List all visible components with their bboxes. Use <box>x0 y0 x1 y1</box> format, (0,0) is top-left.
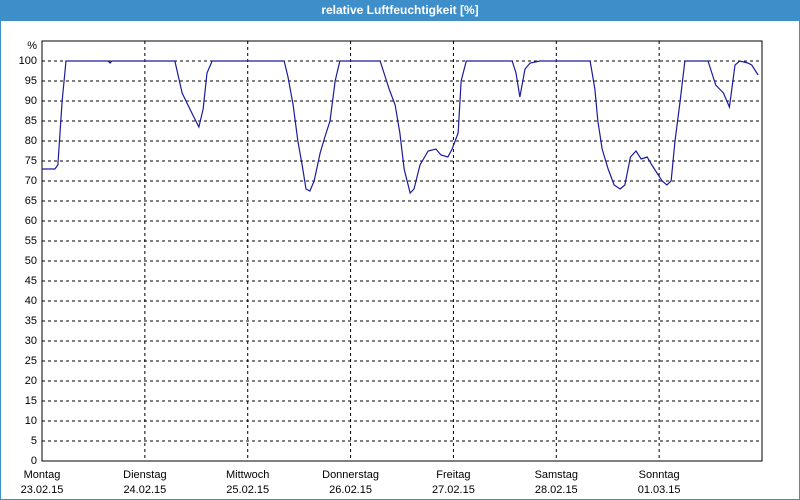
x-tick-label: Donnerstag <box>322 469 379 481</box>
y-tick-label: 70 <box>25 175 37 187</box>
y-tick-label: 75 <box>25 155 37 167</box>
x-tick-date: 26.02.15 <box>329 484 372 496</box>
y-tick-label: 15 <box>25 395 37 407</box>
y-tick-label: 0 <box>31 455 37 467</box>
data-line <box>42 60 759 195</box>
x-tick-label: Samstag <box>535 469 578 481</box>
y-unit: % <box>27 40 37 52</box>
x-tick-label: Freitag <box>436 469 470 481</box>
y-tick-label: 25 <box>25 355 37 367</box>
y-tick-label: 5 <box>31 435 37 447</box>
y-tick-label: 30 <box>25 335 37 347</box>
chart-title: relative Luftfeuchtigkeit [%] <box>321 3 478 17</box>
y-tick-label: 45 <box>25 275 37 287</box>
x-tick-date: 01.03.15 <box>638 484 681 496</box>
y-tick-label: 60 <box>25 215 37 227</box>
y-tick-label: 55 <box>25 235 37 247</box>
x-tick-date: 23.02.15 <box>21 484 64 496</box>
y-tick-label: 10 <box>25 415 37 427</box>
y-tick-label: 50 <box>25 255 37 267</box>
x-tick-date: 27.02.15 <box>432 484 475 496</box>
x-tick-date: 24.02.15 <box>123 484 166 496</box>
x-tick-label: Dienstag <box>123 469 166 481</box>
title-bar <box>0 0 800 21</box>
y-tick-label: 80 <box>25 135 37 147</box>
x-tick-date: 25.02.15 <box>226 484 269 496</box>
y-tick-label: 95 <box>25 75 37 87</box>
plot-area <box>41 40 763 462</box>
y-tick-label: 20 <box>25 375 37 387</box>
y-tick-label: 40 <box>25 295 37 307</box>
y-tick-label: 90 <box>25 95 37 107</box>
y-tick-label: 35 <box>25 315 37 327</box>
y-tick-label: 65 <box>25 195 37 207</box>
x-tick-label: Montag <box>24 469 61 481</box>
y-tick-label: 100 <box>19 55 37 67</box>
x-tick-date: 28.02.15 <box>535 484 578 496</box>
x-tick-label: Mittwoch <box>226 469 269 481</box>
x-tick-label: Sonntag <box>639 469 680 481</box>
y-tick-label: 85 <box>25 115 37 127</box>
